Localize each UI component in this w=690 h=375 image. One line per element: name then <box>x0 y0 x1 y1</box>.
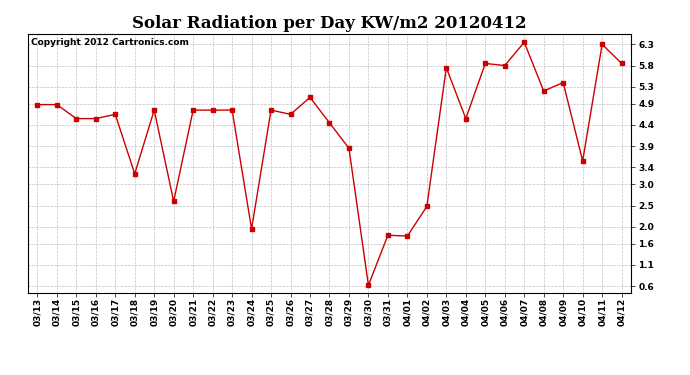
Title: Solar Radiation per Day KW/m2 20120412: Solar Radiation per Day KW/m2 20120412 <box>132 15 526 32</box>
Text: Copyright 2012 Cartronics.com: Copyright 2012 Cartronics.com <box>30 38 188 46</box>
